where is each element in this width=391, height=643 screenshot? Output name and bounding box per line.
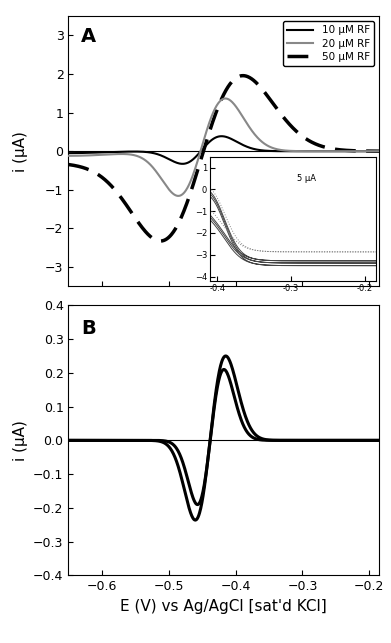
50 μM RF bbox=[241, 72, 246, 80]
Line: 20 μM RF: 20 μM RF bbox=[68, 98, 379, 196]
20 μM RF bbox=[248, 124, 252, 132]
Y-axis label: i (μA): i (μA) bbox=[13, 131, 28, 172]
Y-axis label: i (μA): i (μA) bbox=[13, 420, 28, 461]
50 μM RF bbox=[66, 161, 71, 168]
Text: B: B bbox=[81, 319, 96, 338]
10 μM RF bbox=[248, 144, 252, 152]
10 μM RF bbox=[66, 149, 71, 157]
Line: 50 μM RF: 50 μM RF bbox=[68, 76, 379, 241]
Text: A: A bbox=[81, 27, 96, 46]
20 μM RF bbox=[223, 95, 228, 102]
10 μM RF bbox=[377, 147, 382, 155]
20 μM RF bbox=[377, 147, 382, 155]
20 μM RF bbox=[335, 147, 339, 155]
20 μM RF bbox=[256, 134, 260, 142]
50 μM RF bbox=[256, 80, 260, 88]
20 μM RF bbox=[85, 152, 90, 159]
20 μM RF bbox=[66, 152, 71, 159]
10 μM RF bbox=[335, 147, 339, 155]
10 μM RF bbox=[303, 147, 307, 155]
50 μM RF bbox=[85, 165, 90, 173]
Line: 10 μM RF: 10 μM RF bbox=[68, 136, 379, 164]
50 μM RF bbox=[303, 134, 307, 142]
10 μM RF bbox=[256, 146, 260, 154]
10 μM RF bbox=[265, 147, 269, 155]
10 μM RF bbox=[180, 160, 185, 168]
10 μM RF bbox=[219, 132, 224, 140]
50 μM RF bbox=[158, 237, 163, 245]
10 μM RF bbox=[85, 149, 90, 157]
50 μM RF bbox=[377, 147, 382, 155]
50 μM RF bbox=[265, 92, 269, 100]
50 μM RF bbox=[335, 145, 339, 153]
Legend: 10 μM RF, 20 μM RF, 50 μM RF: 10 μM RF, 20 μM RF, 50 μM RF bbox=[283, 21, 374, 66]
20 μM RF bbox=[303, 147, 307, 155]
X-axis label: E (V) vs Ag/AgCl [sat'd KCl]: E (V) vs Ag/AgCl [sat'd KCl] bbox=[120, 599, 327, 614]
20 μM RF bbox=[265, 141, 269, 149]
20 μM RF bbox=[176, 192, 181, 200]
50 μM RF bbox=[248, 74, 252, 82]
